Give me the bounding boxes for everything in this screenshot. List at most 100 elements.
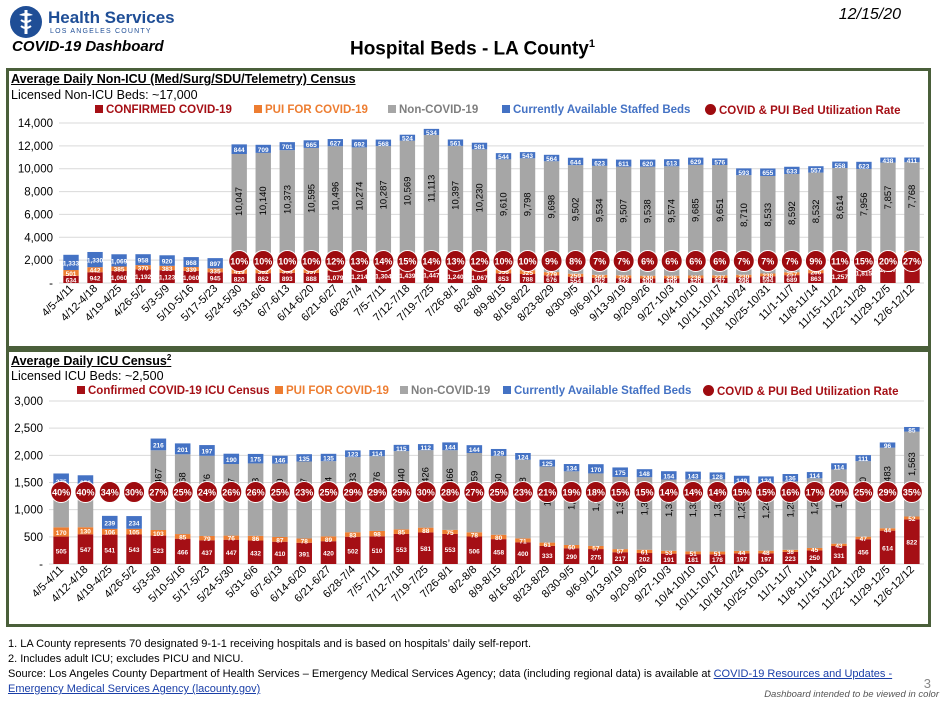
data-label: 190 [226,457,237,464]
bar-segment [733,550,750,554]
y-tick-label: 12,000 [18,141,53,153]
rate-marker [516,250,539,272]
bar-segment [247,535,264,541]
icu-title-sup: 2 [166,353,172,362]
bar-segment [101,515,118,529]
data-label: 105 [129,530,140,537]
bar-segment [351,269,368,283]
rate-marker [708,250,731,272]
legend-label: COVID & PUI Bed Utilization Rate [717,386,899,398]
data-label: 920 [162,259,173,266]
y-tick-label: 14,000 [18,118,53,130]
rate-label: 15% [757,488,775,498]
rate-label: 13% [350,257,368,267]
data-label: 1,329 [712,494,723,518]
data-label: 238 [762,273,773,280]
data-label: 331 [834,553,845,560]
rate-label: 16% [781,488,799,498]
bar-segment [591,274,608,278]
data-label: 10,595 [306,184,317,213]
bar-segment [736,175,752,275]
data-label: 613 [666,161,677,168]
bar-segment [150,535,167,564]
data-label: 240 [642,275,653,282]
data-label: 422 [618,279,629,286]
bar-segment [880,157,896,163]
rate-marker [636,250,659,272]
data-label: 437 [714,279,725,286]
bar-segment [664,275,680,279]
rate-marker [511,481,534,503]
bar-segment [303,147,319,269]
data-label: 420 [323,551,334,558]
data-label: 1,283 [810,491,821,515]
data-label: 633 [786,168,797,175]
bar-segment [423,134,440,262]
bar-segment [471,149,488,267]
bar-segment [207,258,223,269]
bar-segment [417,444,434,451]
bar-segment [808,273,824,283]
data-label: 370 [138,265,149,272]
bar-segment [736,277,752,283]
data-label: 10,047 [234,187,245,216]
rate-label: 9% [809,257,822,267]
bar-segment [345,450,361,458]
data-label: 266 [810,270,821,277]
rate-marker [123,481,146,503]
bar-segment [539,459,556,467]
bar-segment [758,553,774,564]
bar-segment [126,528,142,535]
rate-label: 15% [611,488,629,498]
source-link[interactable]: COVID-19 Resources and Updates - Emergen… [8,668,893,695]
bar-segment [856,168,872,260]
data-label: 86 [252,536,260,543]
rate-marker [317,481,340,503]
data-label: 197 [736,557,747,564]
bar-segment [904,516,920,520]
data-label: 510 [372,548,383,555]
data-label: 611 [618,161,629,168]
bar-segment [303,272,319,283]
data-label: 411 [907,158,918,165]
y-tick-label: 6,000 [24,209,53,221]
bar-segment [760,273,776,277]
bar-segment [490,448,507,456]
bar-segment [63,275,79,283]
data-label: 561 [450,141,461,148]
data-label: 419 [234,269,245,276]
data-label: 7,857 [883,186,894,210]
bar-segment [661,553,677,564]
rate-marker [852,250,875,272]
bar-segment [612,552,628,564]
data-label: 135 [299,456,310,463]
data-label: 11,113 [426,175,437,203]
bar-segment [255,144,271,153]
bar-segment [588,549,604,564]
bar-segment [567,157,584,166]
data-label: 79 [203,536,211,543]
bar-segment [591,277,608,283]
data-label: 893 [282,276,293,283]
legend-label: Currently Available Staffed Beds [513,104,691,116]
rate-marker [195,481,218,503]
data-label: 154 [663,473,674,480]
data-label: 9,502 [571,198,582,222]
rate-label: 7% [617,257,630,267]
data-label: 78 [301,539,309,546]
data-label: 1,447 [423,273,440,280]
bar-segment [567,273,584,277]
bar-segment [447,145,464,265]
bar-segment [53,536,69,564]
data-label: 259 [570,273,581,280]
rate-label: 6% [641,257,654,267]
rate-label: 12% [470,257,488,267]
data-label: 9,507 [619,199,630,223]
data-label: 634 [66,277,77,284]
data-label: 123 [347,452,358,459]
data-label: 620 [642,161,653,168]
bar-segment [879,530,896,564]
data-label: 581 [420,546,431,553]
bar-segment [879,528,896,531]
bar-segment [471,142,488,150]
